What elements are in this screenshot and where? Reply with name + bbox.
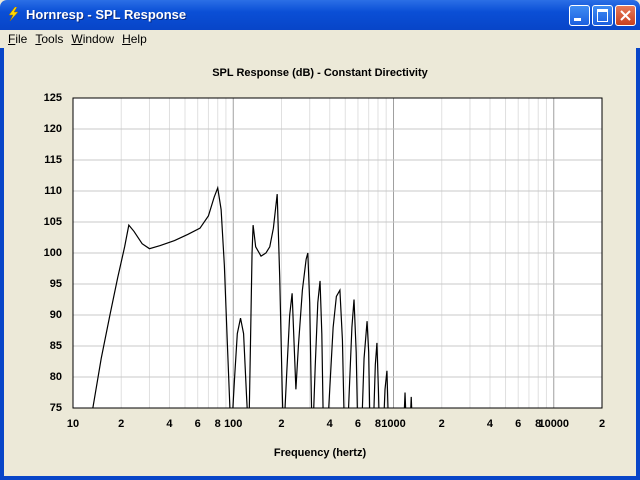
x-tick-label: 8 — [535, 418, 541, 430]
x-tick-label: 4 — [166, 418, 173, 430]
x-tick-label: 8 — [375, 418, 381, 430]
x-tick-label: 10 — [67, 418, 79, 430]
window-title: Hornresp - SPL Response — [26, 7, 187, 22]
window-frame — [0, 48, 640, 480]
chart-title: SPL Response (dB) - Constant Directivity — [212, 67, 428, 79]
y-tick-label: 75 — [50, 402, 62, 414]
x-tick-label: 10000 — [538, 418, 569, 430]
minimize-button[interactable] — [569, 5, 590, 26]
menu-item[interactable]: Tools — [35, 32, 64, 46]
x-tick-label: 6 — [515, 418, 521, 430]
title-bar: Hornresp - SPL Response — [0, 0, 640, 30]
y-tick-label: 85 — [50, 340, 62, 352]
x-tick-label: 4 — [487, 418, 494, 430]
menu-bar: File Tools Window Help — [0, 30, 640, 48]
y-tick-label: 125 — [44, 92, 62, 104]
menu-item[interactable]: Window — [71, 32, 115, 46]
spl-line — [92, 185, 413, 408]
y-tick-label: 110 — [44, 185, 62, 197]
y-tick-label: 120 — [44, 123, 62, 135]
y-tick-label: 115 — [44, 154, 62, 166]
x-tick-label: 100 — [224, 418, 242, 430]
y-tick-label: 90 — [50, 309, 62, 321]
y-tick-label: 80 — [50, 371, 62, 383]
x-tick-label: 2 — [599, 418, 605, 430]
y-tick-label: 105 — [44, 216, 62, 228]
x-tick-label: 6 — [355, 418, 361, 430]
x-axis-label: Frequency (hertz) — [274, 447, 367, 459]
x-tick-label: 2 — [439, 418, 445, 430]
app-icon — [8, 7, 19, 21]
x-tick-label: 4 — [327, 418, 334, 430]
y-tick-label: 95 — [50, 278, 62, 290]
close-button[interactable] — [615, 5, 636, 26]
y-tick-label: 100 — [44, 247, 62, 259]
x-tick-label: 8 — [215, 418, 221, 430]
menu-item[interactable]: Help — [122, 32, 147, 46]
x-tick-label: 1000 — [381, 418, 405, 430]
maximize-button[interactable] — [592, 5, 613, 26]
menu-item[interactable]: File — [8, 32, 28, 46]
x-tick-label: 2 — [118, 418, 124, 430]
x-tick-label: 6 — [195, 418, 201, 430]
plot-border — [72, 97, 603, 409]
x-tick-label: 2 — [278, 418, 284, 430]
